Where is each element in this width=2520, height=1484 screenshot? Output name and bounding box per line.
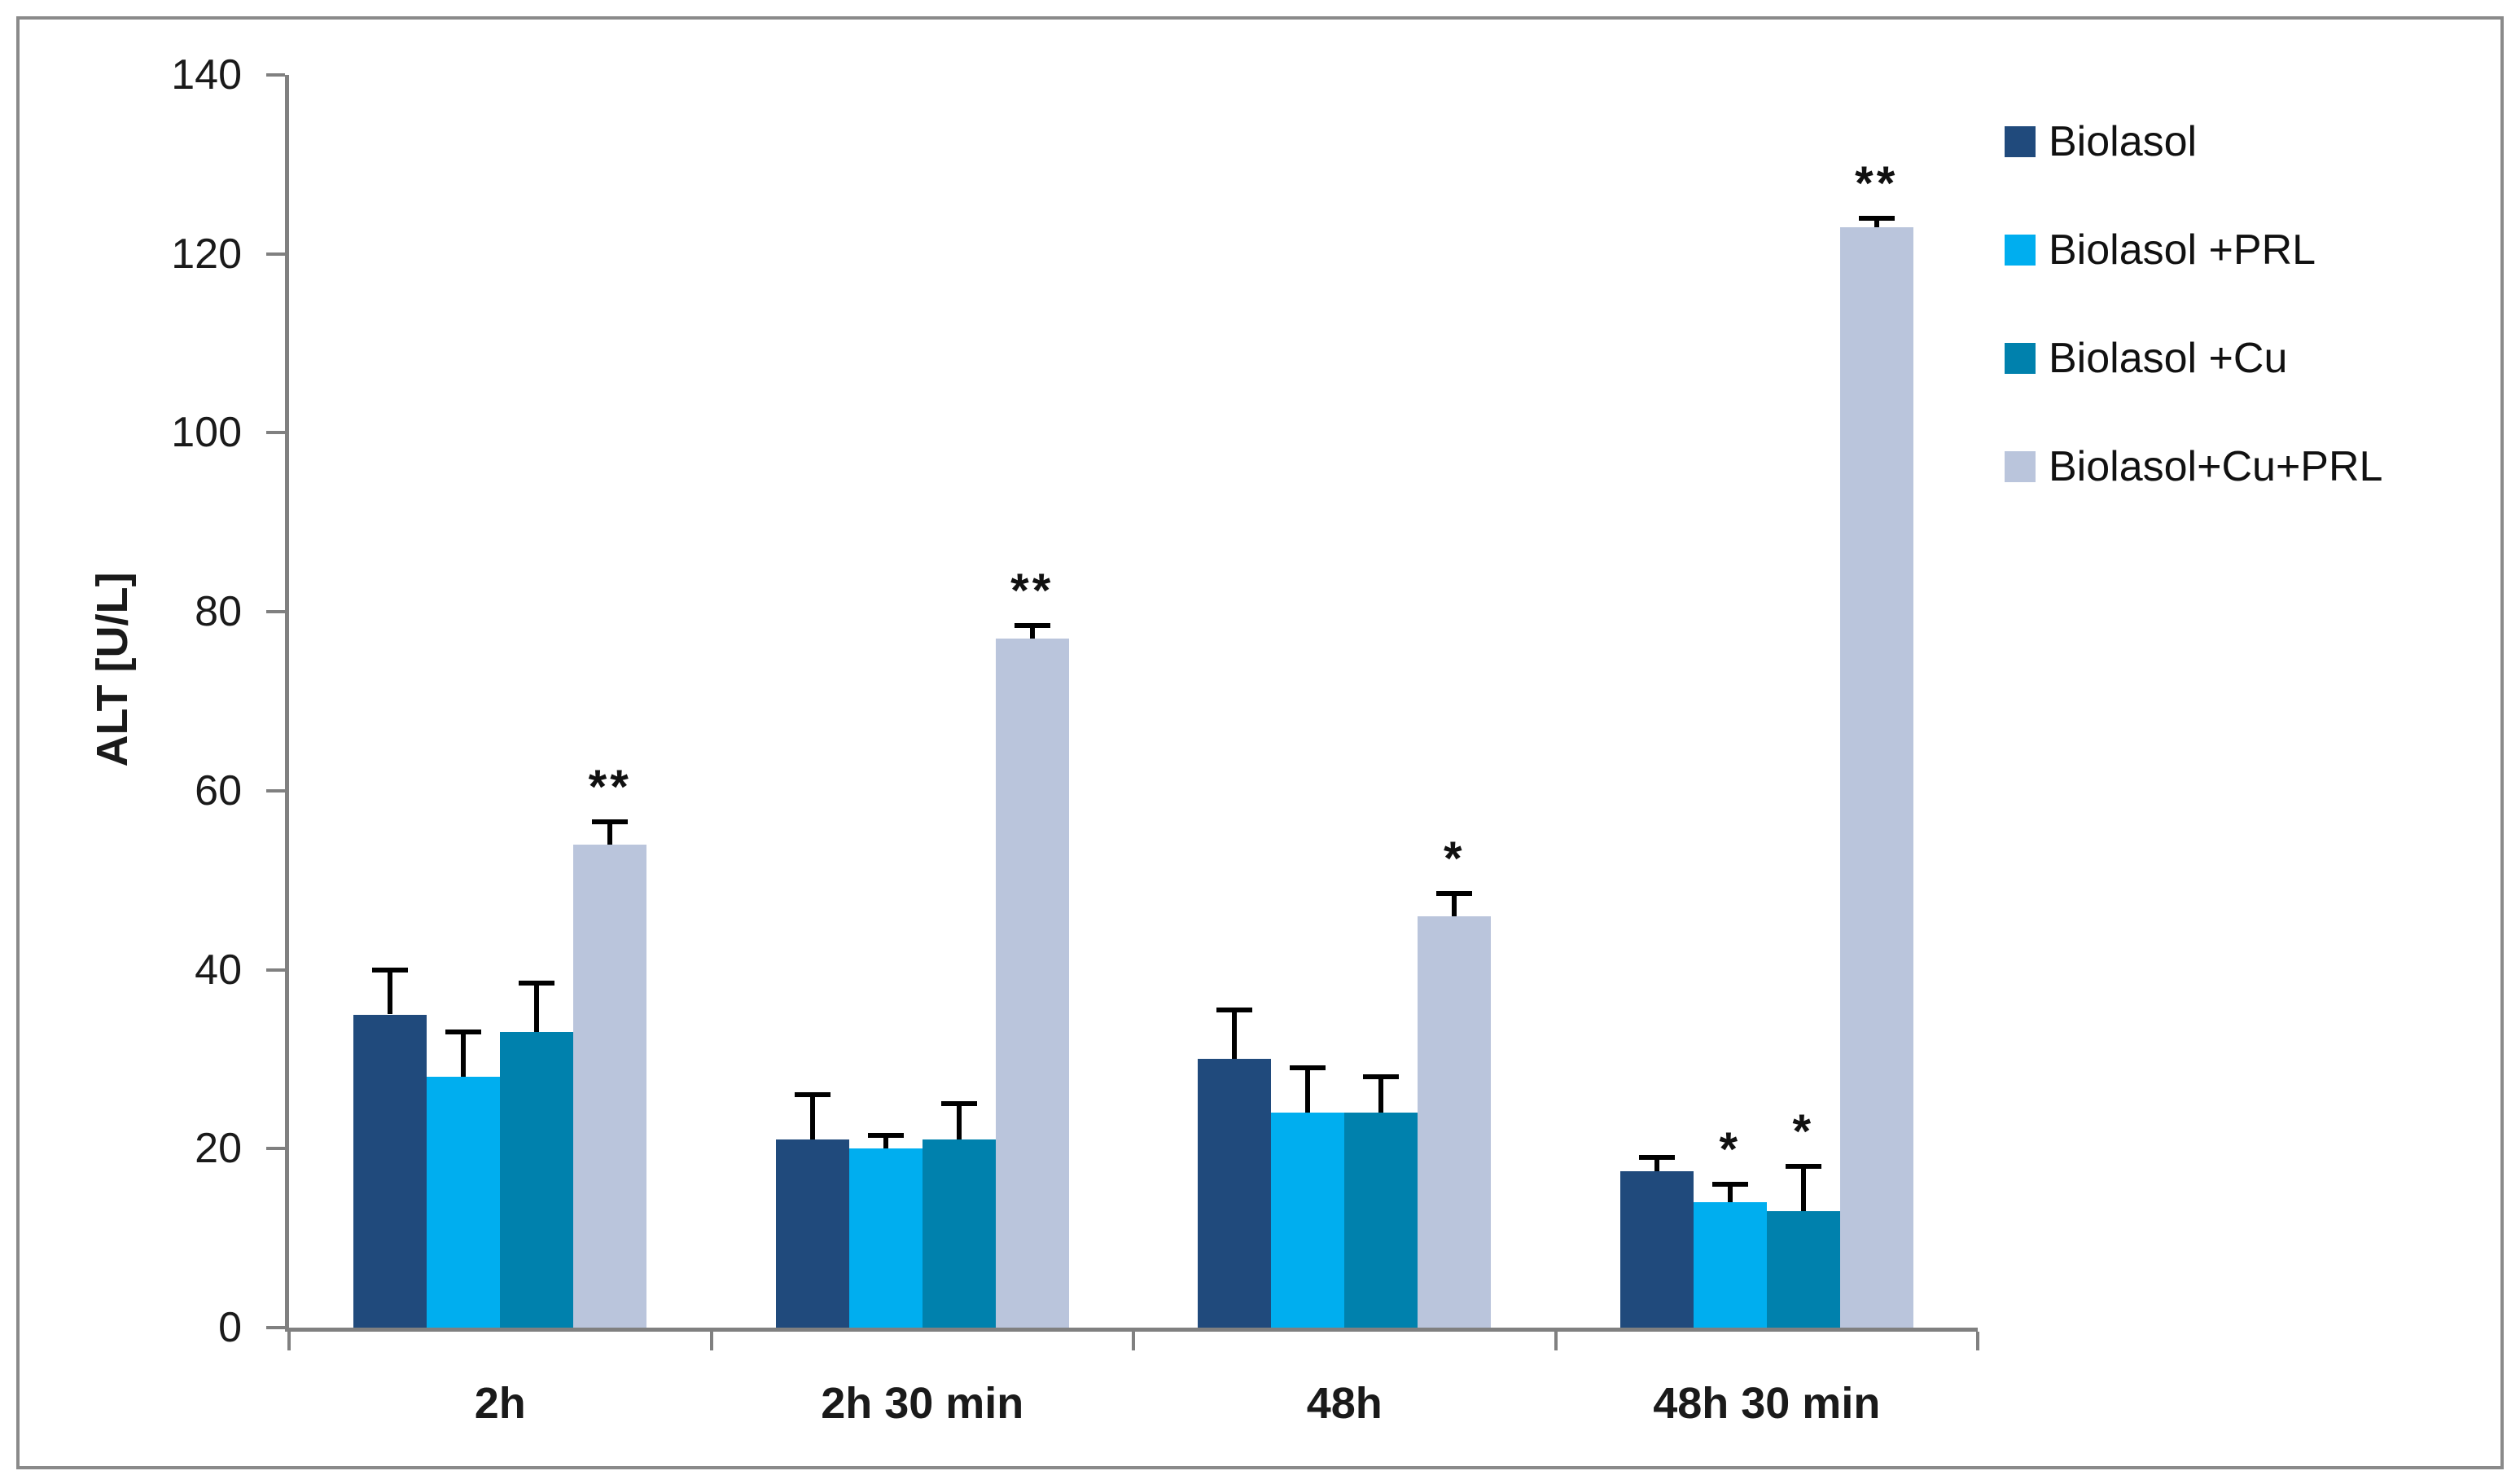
- error-bar-line: [883, 1135, 888, 1149]
- significance-marker: **: [1855, 156, 1899, 210]
- x-tick: [287, 1332, 291, 1350]
- legend-swatch-icon: [2005, 451, 2036, 482]
- legend-swatch-icon: [2005, 126, 2036, 157]
- bar-2h-Biolasol+PRL: [427, 1077, 501, 1328]
- error-bar-cap: [940, 1101, 977, 1107]
- y-tick-label: 60: [195, 766, 242, 814]
- bar-2h30min-Biolasol: [775, 1139, 849, 1328]
- error-bar-cap: [519, 981, 555, 986]
- x-tick: [1554, 1332, 1558, 1350]
- legend-label: Biolasol +PRL: [2049, 226, 2316, 274]
- legend-label: Biolasol+Cu+PRL: [2049, 443, 2383, 490]
- x-category-label: 48h 30 min: [1653, 1379, 1881, 1428]
- error-bar-line: [1874, 217, 1879, 227]
- y-tick-label: 40: [195, 946, 242, 994]
- error-bar-cap: [1711, 1182, 1748, 1188]
- bar-2h-Biolasol+Cu: [500, 1032, 574, 1328]
- y-tick: [266, 1326, 285, 1329]
- legend-swatch-icon: [2005, 235, 2036, 266]
- error-bar-line: [1800, 1166, 1806, 1212]
- error-bar-cap: [592, 819, 629, 825]
- legend-item-Biolasol+Cu: Biolasol +Cu: [2005, 334, 2287, 383]
- error-bar-line: [809, 1095, 815, 1140]
- bar-2h-Biolasol: [353, 1014, 427, 1328]
- legend-label: Biolasol: [2049, 118, 2198, 165]
- x-tick: [1976, 1332, 1979, 1350]
- error-bar-line: [1232, 1010, 1238, 1060]
- error-bar-cap: [1216, 1008, 1253, 1012]
- bar-48h30min-Biolasol: [1619, 1170, 1694, 1328]
- error-bar-line: [607, 822, 613, 845]
- y-tick: [266, 788, 285, 792]
- y-tick-label: 0: [218, 1304, 242, 1351]
- error-bar-line: [1305, 1068, 1311, 1113]
- bar-2h30min-Biolasol+Cu+PRL: [995, 639, 1069, 1328]
- legend-item-Biolasol+Cu+PRL: Biolasol+Cu+PRL: [2005, 442, 2382, 491]
- legend-item-Biolasol+PRL: Biolasol +PRL: [2005, 226, 2316, 274]
- error-bar-line: [1654, 1157, 1659, 1171]
- error-bar-line: [388, 969, 393, 1015]
- error-bar-cap: [1363, 1074, 1400, 1080]
- error-bar-cap: [867, 1132, 904, 1138]
- x-tick: [709, 1332, 713, 1350]
- error-bar-cap: [1858, 215, 1895, 221]
- bar-2h30min-Biolasol+PRL: [848, 1148, 923, 1328]
- bar-2h-Biolasol+Cu+PRL: [573, 844, 647, 1328]
- x-axis-line: [285, 1328, 1978, 1332]
- legend-item-Biolasol: Biolasol: [2005, 117, 2197, 166]
- error-bar-line: [461, 1032, 467, 1078]
- figure-border: [16, 16, 2504, 1469]
- y-tick: [266, 252, 285, 256]
- y-tick-label: 120: [171, 230, 242, 278]
- bar-48h-Biolasol: [1198, 1059, 1272, 1328]
- y-tick-label: 80: [195, 588, 242, 636]
- error-bar-line: [1378, 1077, 1384, 1113]
- bar-48h-Biolasol+Cu+PRL: [1418, 915, 1492, 1328]
- bar-48h30min-Biolasol+Cu: [1766, 1211, 1840, 1328]
- error-bar-line: [956, 1104, 962, 1140]
- error-bar-line: [1452, 893, 1457, 916]
- y-tick-label: 140: [171, 51, 242, 99]
- error-bar-line: [1029, 625, 1035, 639]
- significance-marker: *: [1719, 1123, 1742, 1177]
- legend-swatch-icon: [2005, 343, 2036, 374]
- y-tick-label: 20: [195, 1125, 242, 1173]
- y-axis-line: [285, 75, 289, 1332]
- bar-48h30min-Biolasol+PRL: [1693, 1202, 1767, 1328]
- error-bar-cap: [1014, 622, 1050, 628]
- y-tick: [266, 1147, 285, 1151]
- error-bar-cap: [1290, 1065, 1326, 1071]
- error-bar-cap: [1785, 1164, 1821, 1170]
- bar-48h-Biolasol+Cu: [1344, 1113, 1418, 1328]
- error-bar-cap: [1638, 1155, 1675, 1161]
- y-tick: [266, 968, 285, 972]
- significance-marker: *: [1443, 832, 1466, 886]
- error-bar-cap: [372, 967, 409, 973]
- significance-marker: **: [588, 761, 632, 814]
- x-category-label: 2h: [474, 1379, 526, 1428]
- y-tick-label: 100: [171, 409, 242, 457]
- significance-marker: *: [1792, 1105, 1815, 1159]
- bar-48h30min-Biolasol+Cu+PRL: [1839, 226, 1913, 1328]
- error-bar-line: [1727, 1184, 1733, 1203]
- bar-48h-Biolasol+PRL: [1271, 1113, 1345, 1328]
- x-tick: [1132, 1332, 1135, 1350]
- y-tick: [266, 73, 285, 77]
- error-bar-cap: [445, 1030, 482, 1035]
- y-tick: [266, 610, 285, 614]
- significance-marker: **: [1010, 564, 1054, 617]
- y-tick: [266, 431, 285, 435]
- legend-label: Biolasol +Cu: [2049, 335, 2288, 382]
- bar-2h30min-Biolasol+Cu: [922, 1139, 996, 1328]
- x-category-label: 2h 30 min: [821, 1379, 1024, 1428]
- x-category-label: 48h: [1306, 1379, 1383, 1428]
- error-bar-cap: [1436, 891, 1473, 897]
- error-bar-line: [534, 983, 540, 1033]
- error-bar-cap: [794, 1092, 831, 1098]
